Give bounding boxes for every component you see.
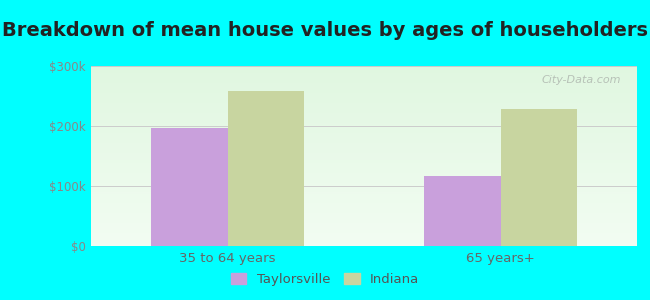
- Bar: [151, 128, 228, 246]
- Text: Breakdown of mean house values by ages of householders: Breakdown of mean house values by ages o…: [2, 21, 648, 40]
- Bar: [227, 91, 304, 246]
- Legend: Taylorsville, Indiana: Taylorsville, Indiana: [227, 269, 423, 290]
- Text: City-Data.com: City-Data.com: [541, 75, 621, 85]
- Bar: [500, 109, 577, 246]
- Bar: [424, 176, 500, 246]
